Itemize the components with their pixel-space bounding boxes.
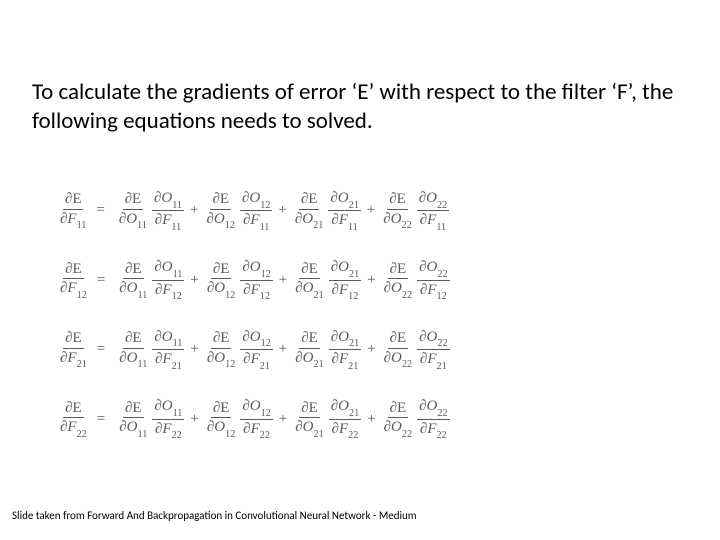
equation-row: ∂E∂F11=∂E∂O11∂O11∂F11+∂E∂O12∂O12∂F11+∂E∂… [58, 190, 662, 231]
slide-footer: Slide taken from Forward And Backpropaga… [12, 509, 417, 522]
slide-heading: To calculate the gradients of error ‘E’ … [32, 78, 680, 136]
equations-block: ∂E∂F11=∂E∂O11∂O11∂F11+∂E∂O12∂O12∂F11+∂E∂… [58, 190, 662, 468]
equation-row: ∂E∂F12=∂E∂O11∂O11∂F12+∂E∂O12∂O12∂F12+∂E∂… [58, 259, 662, 300]
equation-row: ∂E∂F22=∂E∂O11∂O11∂F22+∂E∂O12∂O12∂F22+∂E∂… [58, 398, 662, 439]
equation-row: ∂E∂F21=∂E∂O11∂O11∂F21+∂E∂O12∂O12∂F21+∂E∂… [58, 329, 662, 370]
